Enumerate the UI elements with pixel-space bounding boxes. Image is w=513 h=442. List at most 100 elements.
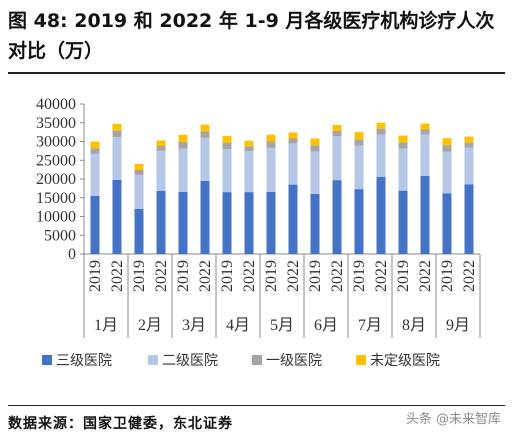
x-tick-label-year: 2019 (395, 260, 412, 292)
bar-segment-tier2 (398, 148, 408, 191)
x-tick-label-year: 2022 (197, 260, 214, 292)
x-group-label-month: 4月 (226, 317, 250, 334)
bar-segment-tier2 (222, 149, 232, 193)
x-group-label-month: 1月 (94, 317, 118, 334)
legend-label: 三级医院 (56, 353, 112, 369)
y-tick-label: 35000 (36, 115, 76, 132)
bar-segment-tier1 (266, 141, 276, 148)
bar-segment-tier2 (200, 137, 210, 181)
bar-segment-unrated (200, 124, 210, 132)
bar-segment-tier2 (332, 136, 342, 181)
bar-segment-tier1 (134, 170, 144, 175)
x-tick-label-year: 2019 (439, 260, 456, 292)
source-divider (8, 405, 505, 406)
chart-title: 图 48: 2019 和 2022 年 1-9 月各级医疗机构诊疗人次对比（万） (8, 10, 495, 62)
x-tick-label-year: 2022 (285, 260, 302, 292)
bar-segment-tier3 (354, 189, 364, 254)
legend-label: 二级医院 (162, 353, 218, 369)
bar-segment-tier1 (420, 129, 430, 135)
y-tick-label: 15000 (36, 190, 76, 207)
bar-segment-tier2 (288, 143, 298, 185)
bar-segment-unrated (266, 134, 276, 142)
bar-segment-tier1 (310, 145, 320, 152)
bar-segment-unrated (156, 140, 166, 146)
x-group-label-month: 7月 (358, 317, 382, 334)
x-tick-label-year: 2022 (461, 260, 478, 292)
bar-segment-unrated (442, 138, 452, 146)
bar-segment-unrated (222, 135, 232, 143)
y-tick-label: 20000 (36, 171, 76, 188)
watermark: 头条 @未来智库 (405, 412, 501, 427)
bar-segment-tier2 (354, 145, 364, 190)
bar-segment-unrated (112, 123, 122, 131)
bar-segment-tier1 (222, 142, 232, 149)
bar-segment-unrated (288, 132, 298, 139)
bar-segment-tier3 (332, 180, 342, 254)
bar-segment-tier2 (464, 147, 474, 185)
bar-segment-unrated (332, 125, 342, 131)
bar-segment-tier3 (464, 184, 474, 254)
x-tick-label-year: 2019 (87, 260, 104, 292)
bar-segment-unrated (244, 140, 254, 147)
legend-swatch (42, 355, 52, 365)
bar-segment-tier3 (420, 176, 430, 254)
bar-segment-unrated (90, 141, 100, 149)
bar-segment-unrated (354, 132, 364, 140)
x-group-label-month: 5月 (270, 317, 294, 334)
bar-segment-unrated (464, 136, 474, 143)
x-tick-label-year: 2019 (351, 260, 368, 292)
x-group-label-month: 9月 (446, 317, 470, 334)
bar-segment-tier3 (134, 209, 144, 254)
legend-swatch (356, 355, 366, 365)
bar-segment-tier1 (464, 142, 474, 148)
bar-segment-tier2 (266, 147, 276, 192)
x-group-label-month: 3月 (182, 317, 206, 334)
x-tick-label-year: 2022 (373, 260, 390, 292)
bar-segment-unrated (178, 134, 188, 142)
bar-segment-tier3 (310, 194, 320, 254)
bar-segment-tier2 (90, 153, 100, 196)
bar-segment-tier3 (112, 179, 122, 254)
x-tick-label-year: 2019 (219, 260, 236, 292)
bar-segment-tier3 (376, 176, 386, 254)
bar-segment-tier1 (178, 141, 188, 149)
x-tick-label-year: 2022 (329, 260, 346, 292)
y-tick-label: 0 (68, 246, 76, 263)
x-group-label-month: 8月 (402, 317, 426, 334)
bar-segment-tier3 (156, 191, 166, 254)
x-tick-label-year: 2022 (153, 260, 170, 292)
legend-label: 未定级医院 (370, 353, 440, 369)
x-group-label-month: 2月 (138, 317, 162, 334)
bar-segment-unrated (376, 122, 386, 129)
bar-segment-tier1 (332, 131, 342, 137)
bar-segment-unrated (134, 164, 144, 170)
bar-segment-unrated (310, 138, 320, 146)
bar-segment-tier3 (222, 192, 232, 254)
bar-segment-tier3 (288, 184, 298, 254)
bar-segment-tier1 (398, 142, 408, 149)
bar-segment-tier3 (200, 180, 210, 254)
y-tick-label: 40000 (36, 96, 76, 113)
y-tick-label: 5000 (44, 227, 76, 244)
x-group-label-month: 6月 (314, 317, 338, 334)
legend-swatch (148, 355, 158, 365)
x-tick-label-year: 2022 (241, 260, 258, 292)
x-tick-label-year: 2022 (417, 260, 434, 292)
x-tick-label-year: 2022 (109, 260, 126, 292)
bar-segment-tier2 (112, 137, 122, 180)
bar-segment-tier1 (112, 130, 122, 137)
bar-segment-tier2 (442, 151, 452, 194)
bar-segment-tier1 (200, 131, 210, 138)
bar-segment-tier3 (178, 191, 188, 254)
bar-segment-tier1 (156, 146, 166, 151)
x-tick-label-year: 2019 (131, 260, 148, 292)
bar-segment-tier2 (178, 148, 188, 192)
bar-segment-tier3 (266, 191, 276, 254)
bar-segment-tier2 (156, 150, 166, 191)
bar-segment-tier1 (90, 148, 100, 154)
bar-segment-tier3 (442, 193, 452, 254)
bar-segment-tier3 (244, 192, 254, 254)
x-tick-label-year: 2019 (307, 260, 324, 292)
bar-segment-tier1 (288, 138, 298, 144)
